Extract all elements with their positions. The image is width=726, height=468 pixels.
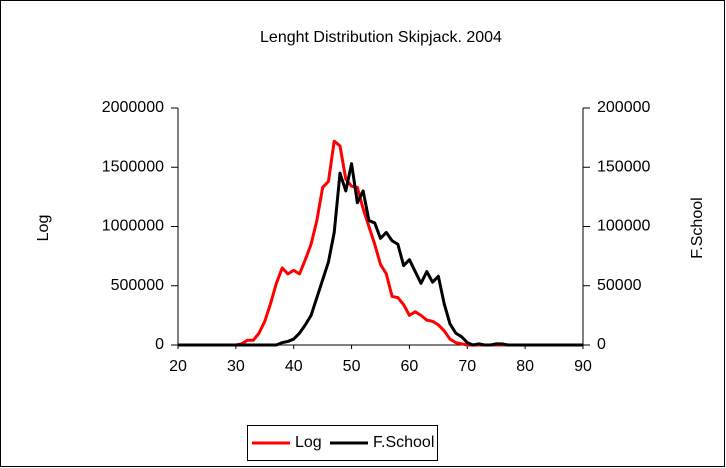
x-tick-label: 90 (574, 358, 592, 375)
y-tick-label: 0 (155, 336, 164, 353)
y2-tick-label: 200000 (597, 99, 650, 116)
legend-label: F.School (373, 434, 434, 451)
y-axis-label: Log (35, 215, 52, 242)
y2-tick-label: 50000 (597, 277, 642, 294)
x-tick-label: 40 (285, 358, 303, 375)
x-tick-label: 30 (227, 358, 245, 375)
y-tick-label: 1500000 (102, 158, 164, 175)
legend-label: Log (295, 434, 322, 451)
x-tick-label: 50 (343, 358, 361, 375)
chart-title: Lenght Distribution Skipjack. 2004 (260, 29, 502, 46)
y2-tick-label: 100000 (597, 218, 650, 235)
x-tick-label: 80 (516, 358, 534, 375)
y2-axis-label: F.School (689, 197, 706, 258)
x-tick-label: 70 (458, 358, 476, 375)
y-tick-label: 500000 (111, 277, 164, 294)
y2-tick-label: 0 (597, 336, 606, 353)
x-tick-label: 60 (401, 358, 419, 375)
y-tick-label: 1000000 (102, 218, 164, 235)
y-tick-label: 2000000 (102, 99, 164, 116)
x-tick-label: 20 (169, 358, 187, 375)
data-line (178, 162, 583, 347)
y2-tick-label: 150000 (597, 158, 650, 175)
